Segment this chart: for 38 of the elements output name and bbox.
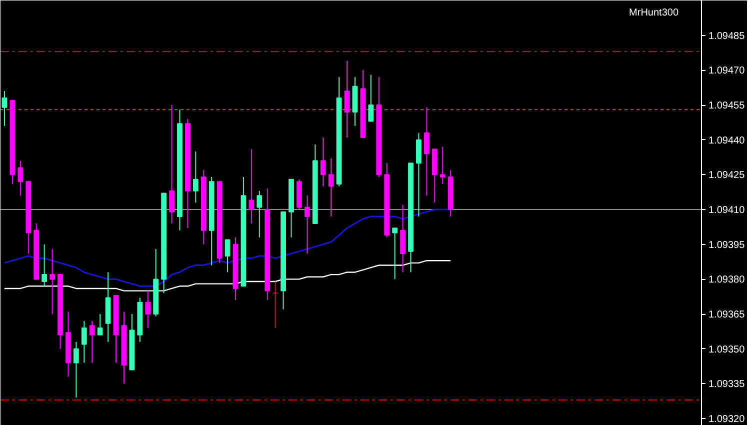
- candlestick: [50, 248, 55, 315]
- candlestick: [89, 320, 95, 364]
- candlestick: [224, 239, 230, 273]
- y-tick-label: 1.09350: [708, 344, 746, 356]
- candlestick: [97, 314, 103, 336]
- y-tick-label: 1.09320: [708, 414, 746, 425]
- y-tick-label: 1.09365: [708, 310, 746, 321]
- candlestick: [145, 290, 151, 328]
- candlestick: [320, 137, 326, 187]
- annotation: MrHunt300: [629, 8, 679, 19]
- y-tick-label: 1.09440: [708, 135, 746, 146]
- candlestick: [169, 104, 174, 224]
- candlestick: [81, 320, 87, 364]
- candlestick: [368, 74, 374, 122]
- y-tick-label: 1.09380: [708, 274, 746, 286]
- candlestick: [73, 341, 79, 398]
- candlestick: [192, 150, 198, 204]
- ref-line-label: 1.09410: [708, 205, 746, 216]
- candlestick: [344, 60, 350, 138]
- candlestick: [440, 146, 446, 184]
- line-series: [4, 260, 452, 292]
- y-tick-label: 1.09455: [708, 100, 746, 112]
- candlestick: [328, 158, 334, 217]
- candlestick: [416, 132, 422, 217]
- candlestick: [42, 244, 48, 287]
- y-tick-label: 1.09425: [708, 170, 746, 182]
- y-tick-label: 1.09335: [708, 379, 746, 390]
- candlestick: [392, 228, 398, 280]
- candlestick: [248, 148, 254, 224]
- candlestick: [304, 195, 310, 254]
- candlestick: [18, 160, 24, 196]
- y-tick-label: 1.09485: [708, 30, 746, 42]
- candlestick: [256, 190, 262, 238]
- y-tick-label: 1.09395: [708, 240, 746, 251]
- y-tick-label: 1.09470: [708, 66, 746, 77]
- candlestick: [2, 90, 8, 126]
- candlestick: [424, 106, 430, 196]
- candlestick: [400, 204, 406, 273]
